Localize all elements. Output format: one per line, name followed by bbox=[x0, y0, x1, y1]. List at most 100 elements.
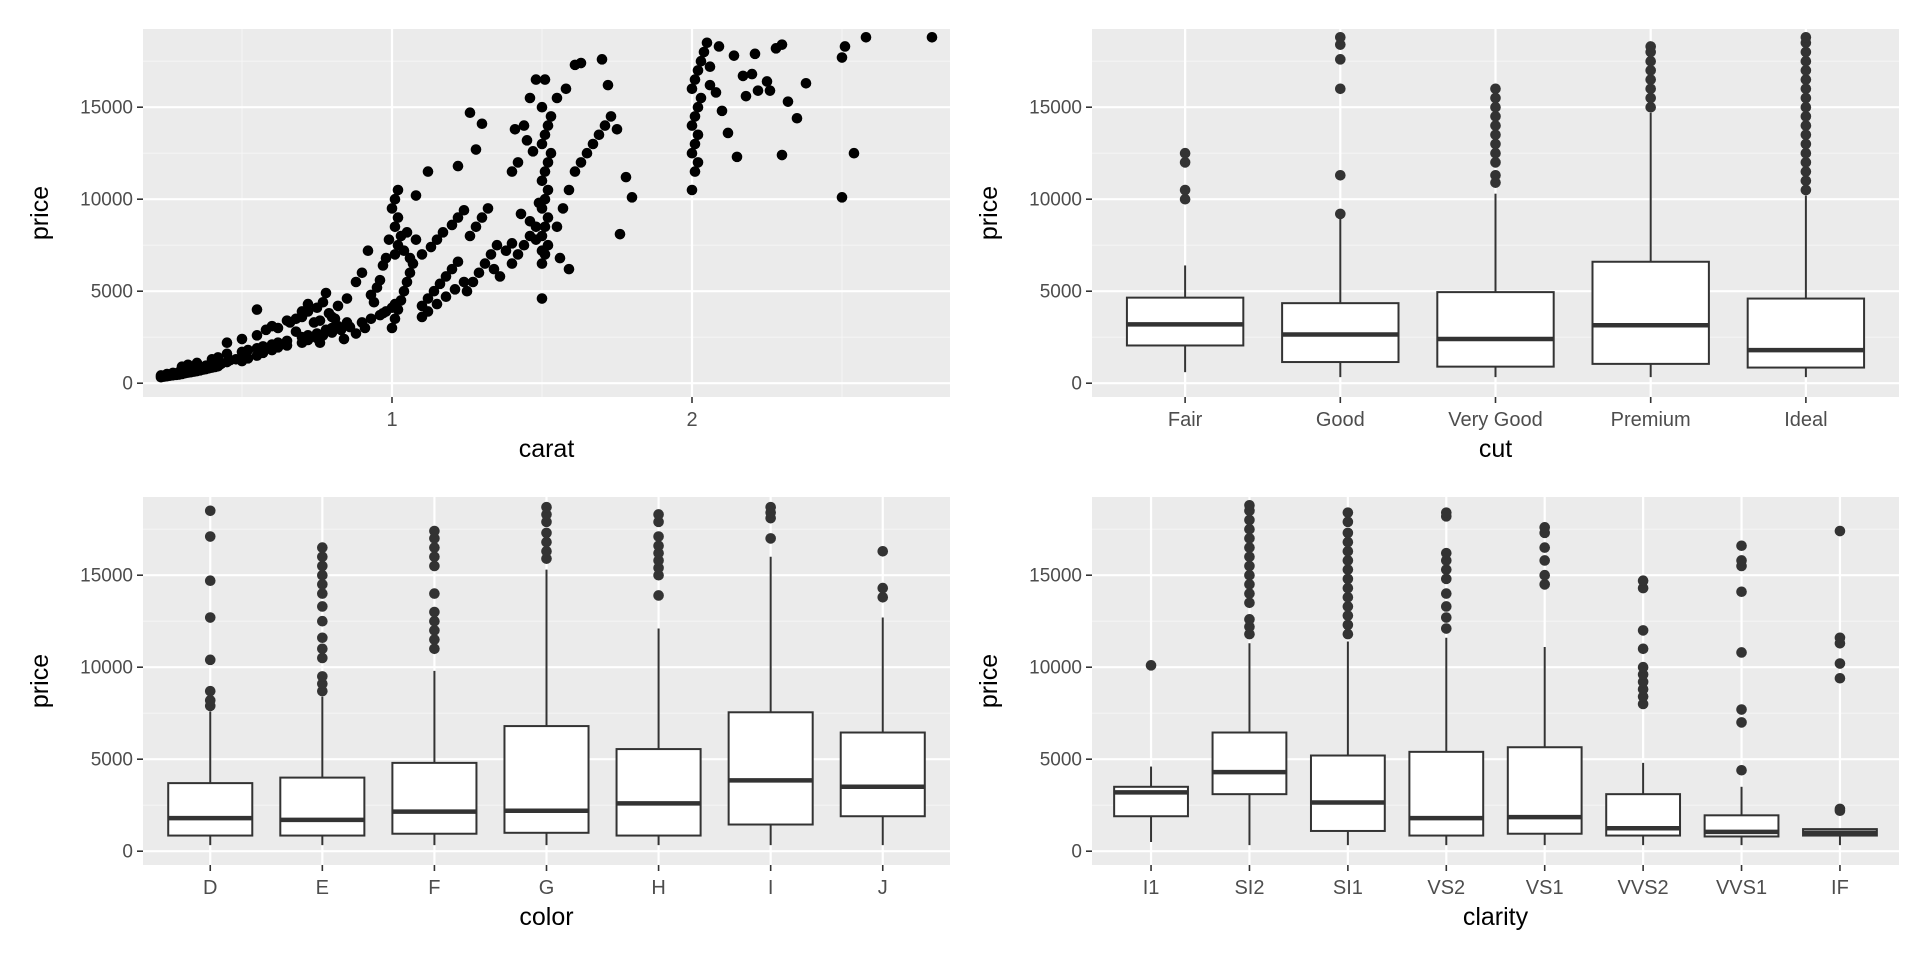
scatter-point bbox=[386, 203, 398, 214]
outlier-point bbox=[1645, 92, 1656, 104]
scatter-point bbox=[506, 166, 518, 177]
scatter-point bbox=[251, 304, 263, 315]
x-tick-label: J bbox=[878, 877, 888, 899]
scatter-point bbox=[614, 228, 626, 240]
scatter-point bbox=[716, 105, 728, 117]
outlier-point bbox=[1800, 55, 1812, 67]
outlier-point bbox=[541, 516, 552, 528]
outlier-point bbox=[1637, 676, 1649, 688]
outlier-point bbox=[1440, 623, 1452, 634]
scatter-point bbox=[473, 267, 485, 279]
scatter-point bbox=[836, 192, 848, 203]
outlier-point bbox=[1440, 547, 1452, 559]
outlier-point bbox=[1244, 551, 1255, 563]
y-tick-label: 15000 bbox=[80, 98, 133, 119]
scatter-point bbox=[539, 74, 551, 85]
outlier-point bbox=[429, 588, 440, 599]
outlier-point bbox=[317, 652, 328, 664]
x-axis-title: carat bbox=[519, 435, 575, 463]
scatter-point bbox=[314, 337, 326, 349]
scatter-point bbox=[272, 322, 284, 334]
scatter-point bbox=[536, 293, 548, 304]
scatter-point bbox=[410, 234, 422, 245]
outlier-point bbox=[317, 560, 328, 572]
outlier-point bbox=[1834, 803, 1846, 815]
scatter-point bbox=[542, 184, 554, 196]
outlier-point bbox=[317, 685, 328, 697]
scatter-point bbox=[551, 92, 563, 104]
scatter-point bbox=[689, 74, 701, 85]
outlier-point bbox=[1834, 632, 1846, 644]
box bbox=[1309, 754, 1386, 832]
x-tick-label: I bbox=[768, 877, 774, 899]
outlier-point bbox=[1342, 516, 1354, 528]
scatter-point bbox=[458, 204, 470, 216]
outlier-point bbox=[1244, 621, 1255, 633]
box bbox=[503, 725, 590, 834]
outlier-point bbox=[1335, 39, 1346, 50]
scatter-point bbox=[332, 300, 344, 312]
y-tick-label: 0 bbox=[1071, 374, 1082, 395]
y-axis-title: price bbox=[975, 186, 1003, 240]
scatter-point bbox=[272, 342, 284, 353]
box bbox=[1408, 750, 1485, 837]
outlier-point bbox=[1342, 545, 1354, 557]
scatter-point bbox=[440, 291, 452, 303]
outlier-point bbox=[1736, 764, 1747, 776]
outlier-point bbox=[317, 588, 328, 599]
outlier-point bbox=[1800, 175, 1812, 187]
x-tick-label: Fair bbox=[1168, 409, 1203, 431]
scatter-point bbox=[728, 50, 740, 61]
x-tick-label: VS1 bbox=[1526, 877, 1564, 899]
scatter-point bbox=[521, 135, 533, 146]
outlier-point bbox=[1539, 569, 1551, 581]
outlier-point bbox=[1539, 522, 1551, 533]
outlier-point bbox=[1539, 542, 1551, 553]
outlier-point bbox=[765, 533, 776, 544]
outlier-point bbox=[1800, 184, 1812, 196]
scatter-point bbox=[290, 326, 302, 337]
outlier-point bbox=[653, 590, 664, 601]
scatter-point bbox=[524, 215, 536, 227]
x-tick-label: VVS2 bbox=[1618, 877, 1669, 899]
outlier-point bbox=[1736, 717, 1747, 728]
scatter-point bbox=[422, 293, 434, 304]
outlier-point bbox=[1539, 555, 1551, 566]
outlier-point bbox=[1244, 523, 1255, 535]
y-tick-label: 10000 bbox=[1029, 658, 1082, 679]
outlier-point bbox=[765, 501, 776, 513]
x-tick-label: IF bbox=[1831, 877, 1849, 899]
scatter-point bbox=[416, 249, 428, 260]
outlier-point bbox=[204, 531, 216, 542]
outlier-point bbox=[1645, 74, 1656, 85]
scatter-point bbox=[434, 278, 446, 290]
scatter-point bbox=[401, 227, 413, 238]
outlier-point bbox=[1244, 569, 1255, 581]
scatter-point bbox=[539, 221, 551, 233]
outlier-point bbox=[541, 536, 552, 548]
outlier-point bbox=[1645, 65, 1656, 76]
x-axis-title: color bbox=[519, 903, 573, 931]
scatter-point bbox=[839, 41, 851, 52]
scatter-point bbox=[392, 304, 404, 315]
outlier-point bbox=[1800, 129, 1812, 141]
scatter-point bbox=[587, 138, 599, 150]
scatter-point bbox=[704, 61, 716, 73]
scatter-point bbox=[383, 234, 395, 245]
outlier-point bbox=[1800, 83, 1812, 95]
y-tick-label: 10000 bbox=[1029, 190, 1082, 211]
scatter-point bbox=[686, 184, 698, 196]
scatter-point bbox=[545, 147, 557, 159]
outlier-point bbox=[1335, 208, 1346, 220]
scatter-point bbox=[500, 245, 512, 257]
outlier-point bbox=[204, 505, 216, 517]
box bbox=[839, 731, 926, 818]
outlier-point bbox=[429, 606, 440, 618]
scatter-point bbox=[410, 190, 422, 201]
scatter-point bbox=[191, 357, 203, 369]
outlier-point bbox=[317, 671, 328, 682]
scatter-point bbox=[569, 166, 581, 177]
clarity-boxplot-panel: 0 5000 10000 15000 I1 SI2 SI1 VS2 VS1 VVS2 VVS1 IF c… bbox=[975, 497, 1899, 931]
box bbox=[615, 748, 702, 837]
scatter-point bbox=[575, 57, 587, 69]
